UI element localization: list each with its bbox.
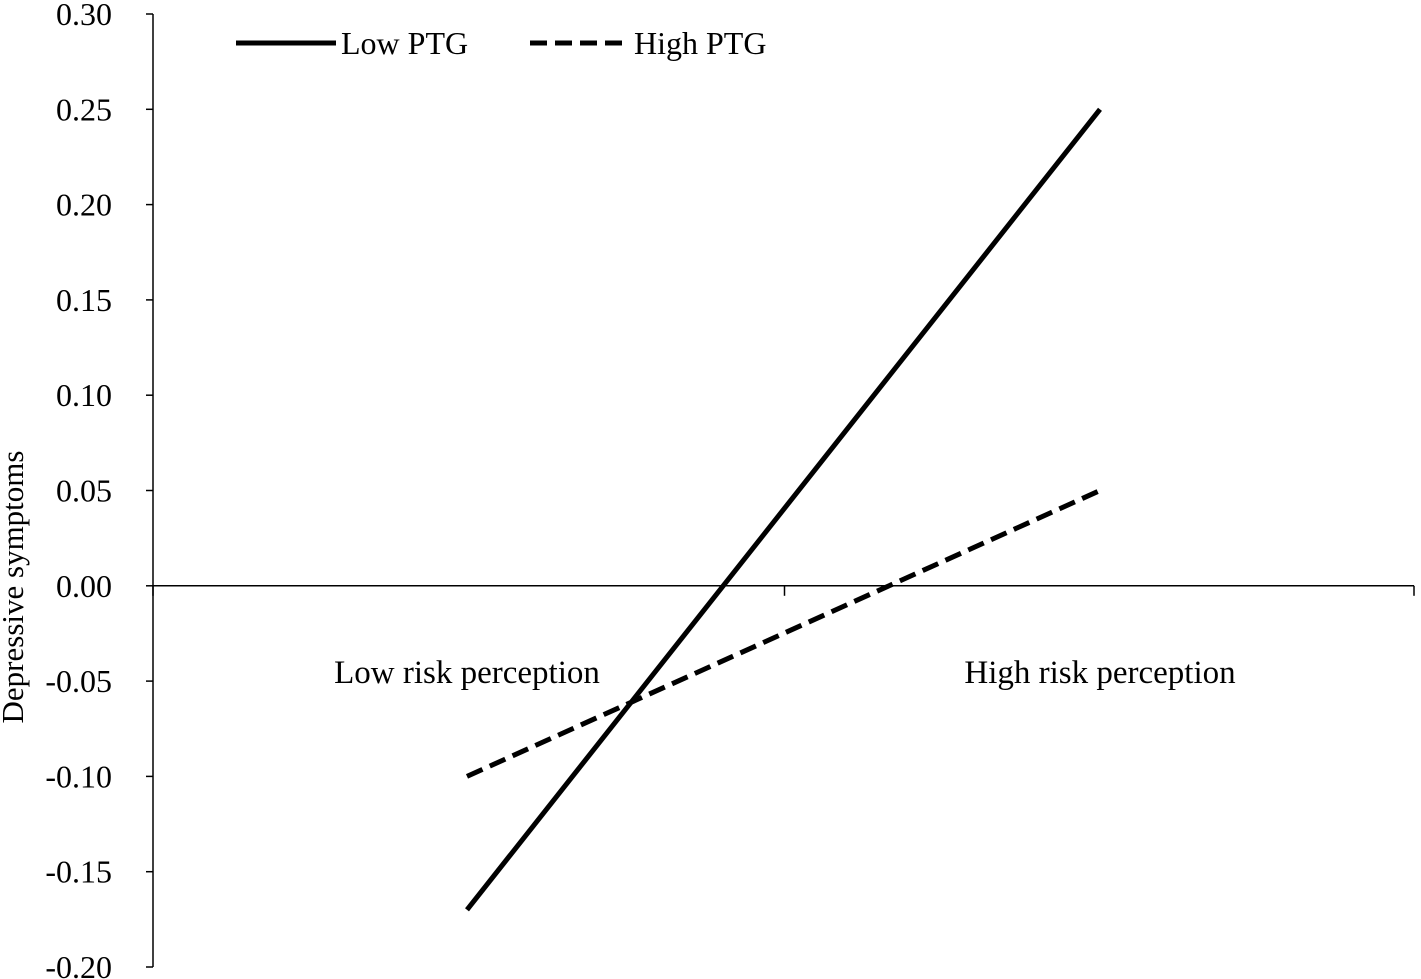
y-tick-label: 0.15: [56, 282, 112, 318]
y-tick-label: 0.25: [56, 91, 112, 127]
y-tick-label: 0.00: [56, 568, 112, 604]
y-tick-label: 0.30: [56, 0, 112, 32]
series-lines: [465, 107, 1102, 912]
category-label: High risk perception: [964, 655, 1235, 691]
legend: Low PTG High PTG: [236, 25, 766, 61]
series-line: [465, 107, 1102, 912]
y-axis-title: Depressive symptoms: [0, 451, 30, 724]
series-line: [465, 488, 1102, 779]
category-label: Low risk perception: [334, 655, 600, 691]
y-tick-label: 0.10: [56, 377, 112, 413]
category-labels: Low risk perception High risk perception: [334, 655, 1236, 691]
y-tick-labels: -0.20 -0.15 -0.10 -0.05 0.00 0.05 0.10 0.15 0.20…: [45, 0, 112, 979]
y-tick-label: 0.20: [56, 187, 112, 223]
x-axis: [152, 585, 1415, 596]
y-tick-label: -0.05: [45, 663, 112, 699]
legend-label: Low PTG: [341, 25, 468, 61]
y-tick-label: -0.15: [45, 854, 112, 890]
y-tick-label: 0.05: [56, 473, 112, 509]
y-axis: [146, 13, 154, 968]
y-tick-label: -0.10: [45, 758, 112, 794]
y-tick-label: -0.20: [45, 949, 112, 979]
legend-label: High PTG: [634, 25, 766, 61]
